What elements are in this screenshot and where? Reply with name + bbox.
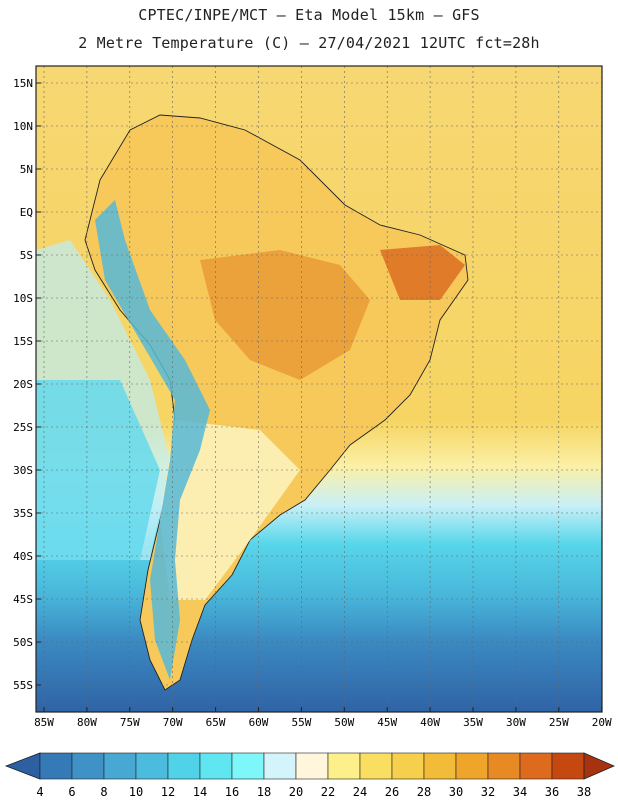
colorbar-swatch <box>423 752 457 780</box>
lon-tick-label: 55W <box>291 716 311 729</box>
colorbar-swatch <box>263 752 297 780</box>
colorbar-swatch <box>71 752 105 780</box>
colorbar-swatch <box>199 752 233 780</box>
colorbar-min-arrow <box>4 752 41 780</box>
lat-tick-label: 5S <box>20 249 33 262</box>
colorbar-tick-label: 16 <box>225 785 239 799</box>
lon-tick-label: 65W <box>206 716 226 729</box>
lon-tick-label: 85W <box>34 716 54 729</box>
map-field <box>36 66 602 712</box>
colorbar-swatch <box>167 752 201 780</box>
lat-tick-label: 40S <box>13 550 33 563</box>
colorbar-tick-label: 30 <box>449 785 463 799</box>
colorbar-tick-label: 28 <box>417 785 431 799</box>
map-title: CPTEC/INPE/MCT – Eta Model 15km – GFS <box>138 6 480 24</box>
lon-tick-label: 45W <box>377 716 397 729</box>
colorbar-tick-label: 20 <box>289 785 303 799</box>
colorbar-swatch <box>359 752 393 780</box>
colorbar-swatch <box>455 752 489 780</box>
colorbar-swatch <box>487 752 521 780</box>
lat-tick-label: 25S <box>13 421 33 434</box>
colorbar-tick-label: 38 <box>577 785 591 799</box>
lat-tick-label: 30S <box>13 464 33 477</box>
colorbar-tick-label: 32 <box>481 785 495 799</box>
lat-tick-label: 10N <box>13 120 33 133</box>
hot-northeast-zone <box>380 245 465 300</box>
lon-tick-label: 35W <box>463 716 483 729</box>
lat-tick-label: 15N <box>13 77 33 90</box>
colorbar-swatch <box>135 752 169 780</box>
lat-axis: 15N 10N 5N EQ 5S 10S 15S 20S 25S 30S 35S 40S 45S 50S 5… <box>13 77 41 692</box>
map-frame <box>35 65 603 713</box>
colorbar-swatch <box>295 752 329 780</box>
colorbar-tick-label: 4 <box>36 785 43 799</box>
hot-interior-zone <box>200 250 370 380</box>
map-subtitle: 2 Metre Temperature (C) – 27/04/2021 12U… <box>78 34 540 52</box>
colorbar-tick-label: 34 <box>513 785 527 799</box>
lon-tick-label: 20W <box>592 716 612 729</box>
colorbar-swatch <box>39 752 73 780</box>
lon-axis: 85W 80W 75W 70W 65W 60W 55W 50W 45W 40W 35W 30W 25W 2… <box>34 707 612 729</box>
lat-tick-label: 10S <box>13 292 33 305</box>
lon-tick-label: 60W <box>249 716 269 729</box>
lon-tick-label: 50W <box>334 716 354 729</box>
colorbar-tick-label: 12 <box>161 785 175 799</box>
colorbar-tick-label: 26 <box>385 785 399 799</box>
colorbar-swatch <box>103 752 137 780</box>
colorbar-swatch <box>551 752 585 780</box>
lat-tick-label: 35S <box>13 507 33 520</box>
colorbar-tick-label: 6 <box>68 785 75 799</box>
lat-tick-label: 45S <box>13 593 33 606</box>
colorbar-tick-label: 10 <box>129 785 143 799</box>
lon-tick-label: 40W <box>420 716 440 729</box>
colorbar-tick-label: 14 <box>193 785 207 799</box>
graticule <box>36 66 602 712</box>
mild-south-zone <box>160 420 300 600</box>
lon-tick-label: 70W <box>163 716 183 729</box>
lat-tick-label: 20S <box>13 378 33 391</box>
colorbar-tick-label: 18 <box>257 785 271 799</box>
lon-tick-label: 25W <box>549 716 569 729</box>
lon-tick-label: 75W <box>120 716 140 729</box>
lon-tick-label: 30W <box>506 716 526 729</box>
colorbar-tick-label: 22 <box>321 785 335 799</box>
colorbar-swatch <box>231 752 265 780</box>
colorbar-swatch <box>519 752 553 780</box>
lat-tick-label: 55S <box>13 679 33 692</box>
colorbar-swatch <box>327 752 361 780</box>
andes-cold-ridge <box>95 200 210 680</box>
lat-tick-label: 5N <box>20 163 33 176</box>
lat-tick-label: EQ <box>20 206 33 219</box>
colorbar-max-arrow <box>583 752 616 780</box>
colorbar-tick-label: 8 <box>100 785 107 799</box>
colorbar: 4 6 8 10 12 14 16 18 20 22 24 26 28 30 32 34 36 38 <box>4 752 616 799</box>
lon-tick-label: 80W <box>77 716 97 729</box>
lat-tick-label: 50S <box>13 636 33 649</box>
colorbar-swatch <box>391 752 425 780</box>
lat-tick-label: 15S <box>13 335 33 348</box>
colorbar-tick-label: 24 <box>353 785 367 799</box>
colorbar-tick-label: 36 <box>545 785 559 799</box>
